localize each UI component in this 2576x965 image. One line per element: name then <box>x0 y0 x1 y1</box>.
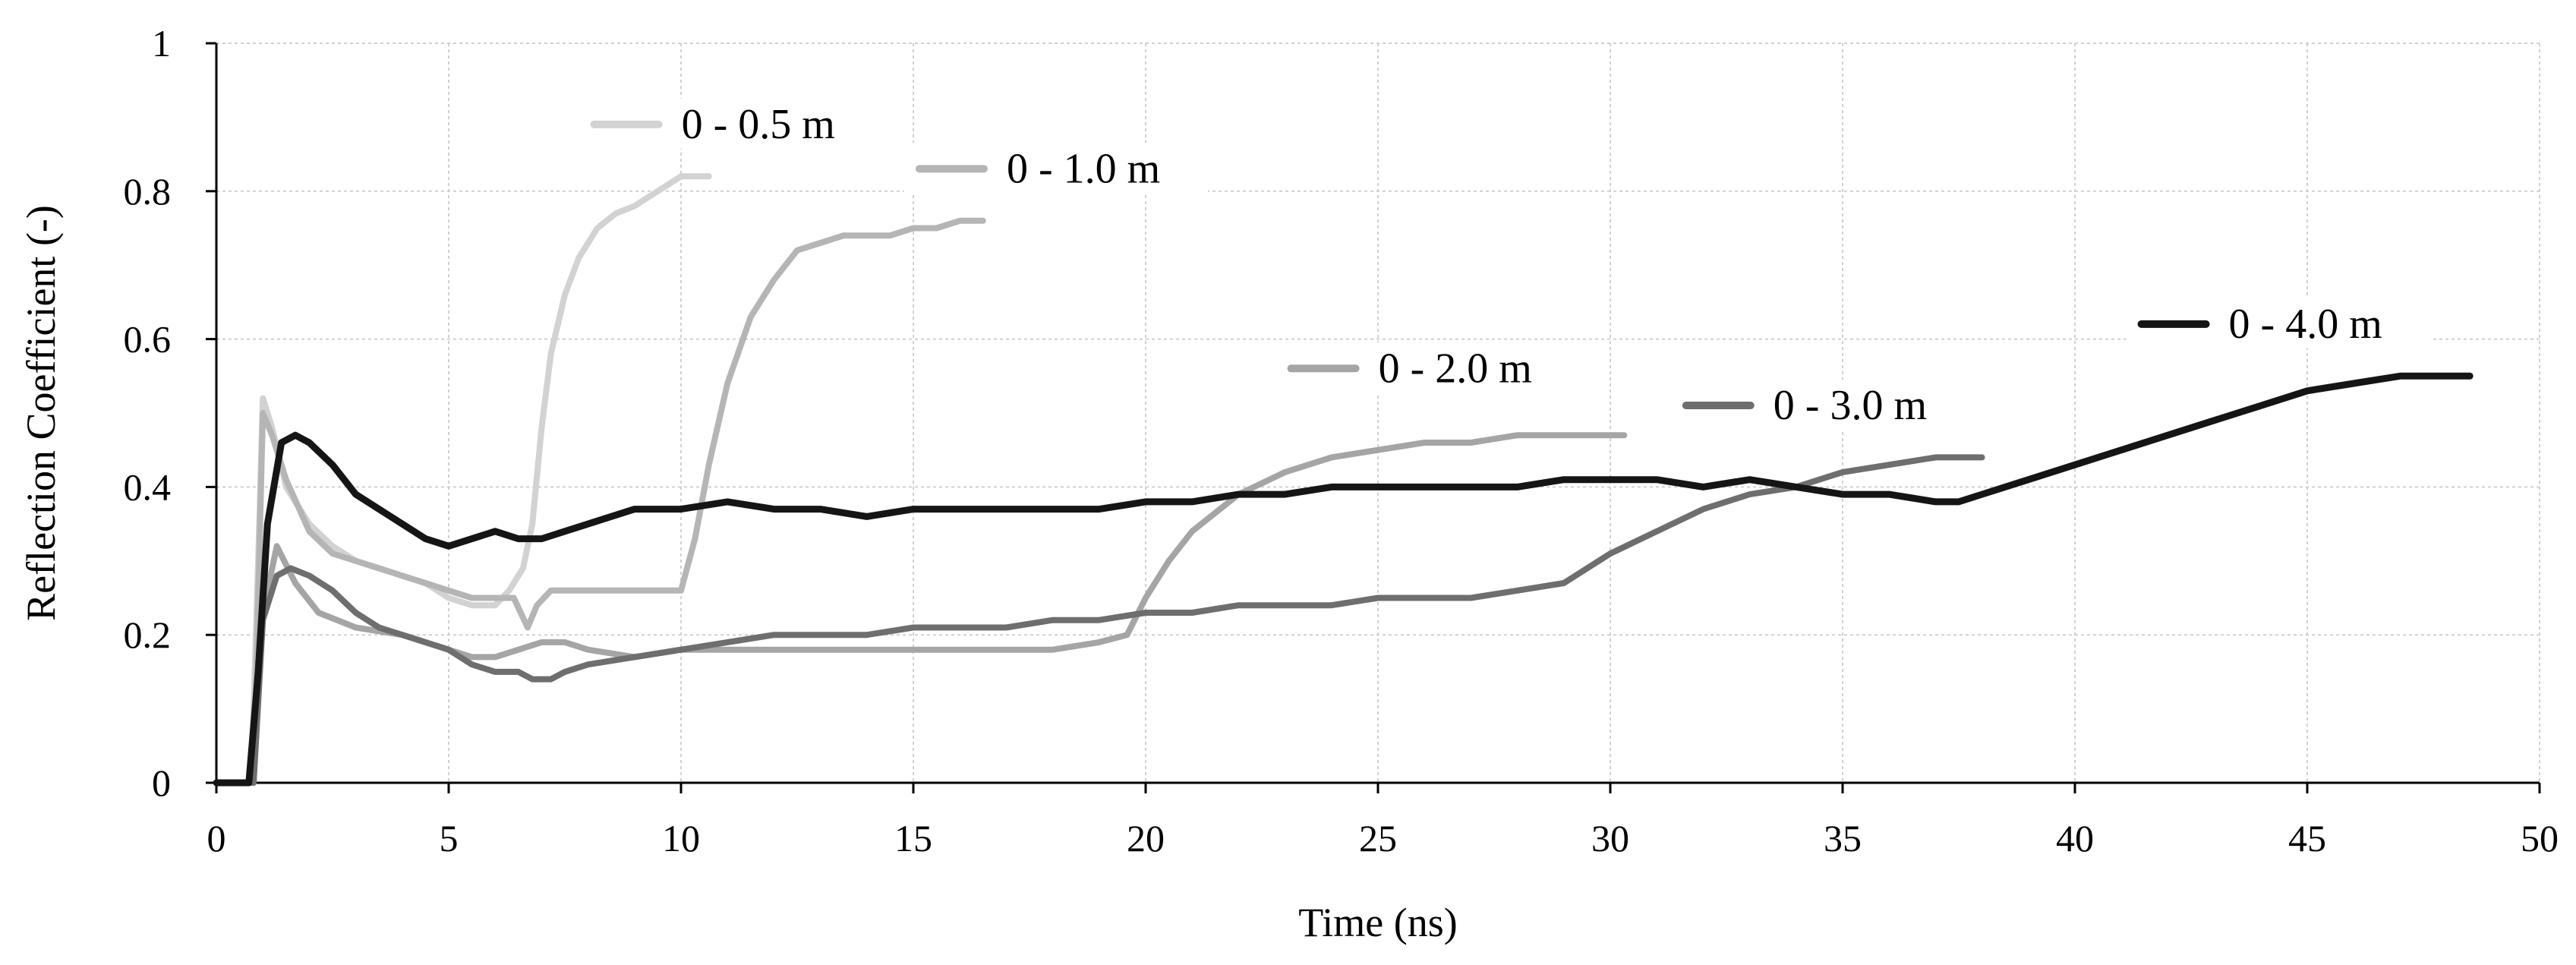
y-tick-label: 0.4 <box>124 465 172 508</box>
x-axis-ticks: 0 5 10 15 20 25 30 35 40 45 50 <box>207 783 2559 859</box>
x-tick-label: 5 <box>440 817 459 859</box>
x-tick-label: 25 <box>1359 817 1397 859</box>
y-tick-label: 1 <box>152 22 171 65</box>
y-axis-ticks: 0 0.2 0.4 0.6 0.8 1 <box>124 22 216 804</box>
x-tick-label: 0 <box>207 817 226 859</box>
x-tick-label: 40 <box>2056 817 2094 859</box>
x-tick-label: 35 <box>1824 817 1862 859</box>
x-tick-label: 45 <box>2288 817 2326 859</box>
x-tick-label: 50 <box>2521 817 2559 859</box>
x-tick-label: 15 <box>894 817 932 859</box>
series-label-5: 0 - 4.0 m <box>2229 301 2382 348</box>
series-label-1: 0 - 0.5 m <box>682 101 835 148</box>
series-line-5 <box>213 372 2474 787</box>
y-tick-label: 0.8 <box>124 170 172 213</box>
series-line-1 <box>213 173 712 786</box>
y-tick-label: 0.2 <box>124 613 172 656</box>
series-label-2: 0 - 1.0 m <box>1007 145 1160 192</box>
x-tick-label: 30 <box>1591 817 1629 859</box>
x-axis-label: Time (ns) <box>1298 900 1458 945</box>
series-label-4: 0 - 3.0 m <box>1774 382 1927 429</box>
series-line-2 <box>213 217 986 786</box>
y-tick-label: 0 <box>152 762 171 804</box>
x-tick-label: 10 <box>662 817 700 859</box>
y-axis-label: Reflection Coefficient (-) <box>18 205 64 621</box>
y-tick-label: 0.6 <box>124 318 172 361</box>
series-label-3: 0 - 2.0 m <box>1379 345 1532 392</box>
series-line-4 <box>213 454 1985 786</box>
series-labels: 0 - 0.5 m 0 - 1.0 m 0 - 2.0 m 0 - 3.0 m 0 - … <box>579 98 2430 430</box>
series-line-3 <box>213 432 1628 786</box>
x-tick-label: 20 <box>1127 817 1165 859</box>
series-lines <box>213 173 2474 787</box>
